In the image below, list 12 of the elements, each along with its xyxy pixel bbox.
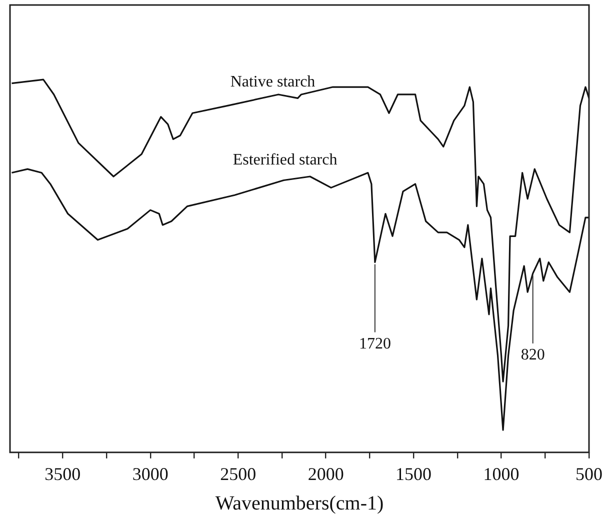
x-tick-label: 500 bbox=[576, 464, 602, 484]
x-tick-label: 1000 bbox=[483, 464, 520, 484]
x-tick-label: 3000 bbox=[132, 464, 168, 484]
x-tick-label: 2500 bbox=[220, 464, 256, 484]
annotation: 820 bbox=[520, 346, 545, 364]
x-tick-label: 3500 bbox=[44, 464, 81, 484]
x-axis-title: Wavenumbers(cm-1) bbox=[215, 492, 384, 514]
x-tick-label: 2000 bbox=[308, 464, 344, 484]
annotation: 1720 bbox=[358, 335, 391, 352]
series-label: Esterified starch bbox=[232, 152, 338, 169]
series-label: Native starch bbox=[230, 73, 316, 90]
x-tick-label: 1500 bbox=[396, 464, 432, 484]
